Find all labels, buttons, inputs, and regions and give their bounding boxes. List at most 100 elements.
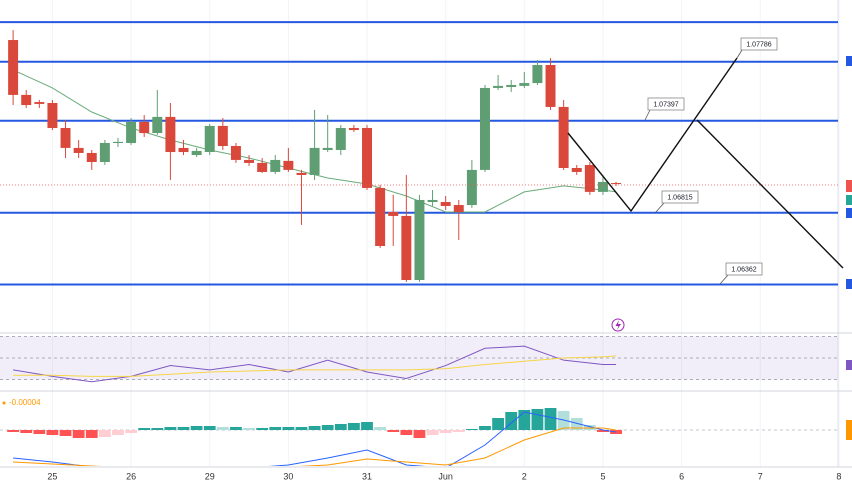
price-tag [846,195,852,205]
callout: 1.06362 [719,262,763,285]
macd-histogram-bar [334,424,347,430]
macd-histogram-bar [85,430,98,438]
macd-histogram-bar [308,426,321,430]
candle-body [165,116,176,153]
rsi-line [13,355,617,377]
candle-body [362,127,372,188]
legend-dot [2,401,6,405]
candle-body [152,116,163,134]
candle-body [466,169,477,206]
x-tick-label: 5 [600,471,605,481]
macd-histogram-bar [256,428,269,430]
candle-body [309,147,320,175]
candle-body [453,205,464,212]
x-tick-label: 7 [758,471,763,481]
candle-body [283,160,294,170]
moving-average [12,69,617,213]
candle-body [388,211,399,216]
x-tick-label: 29 [205,471,215,481]
candle-body [191,150,202,156]
macd-histogram-bar [177,427,190,430]
x-tick-label: 31 [362,471,372,481]
callout: 1.06815 [654,190,699,214]
candle-body [545,65,556,107]
candle-body [112,141,123,144]
macd-histogram-bar [374,427,387,430]
candle-body [217,125,228,147]
candle-body [335,127,346,150]
macd-histogram-bar [492,418,504,430]
macd-histogram-bar [112,430,124,435]
macd-histogram-bar [230,427,242,430]
macd-histogram-bar [216,427,229,430]
candle-body [296,172,307,175]
macd-histogram-bar [72,430,85,438]
macd-histogram-bar [518,410,531,430]
macd-histogram-bar [426,430,439,435]
candle-body [34,102,45,104]
macd-histogram-bar [570,418,583,430]
candle-body [348,127,359,131]
candle-body [270,159,281,172]
candle-body [86,152,97,162]
price-tag [846,208,852,218]
macd-histogram-bar [505,412,518,430]
candle-body [414,199,425,281]
callout-label: 1.06362 [731,266,756,273]
macd-histogram-bar [321,425,334,430]
candle-body [230,146,241,160]
candle-body [506,84,517,88]
candle-body [60,127,71,148]
price-tag [846,360,852,370]
macd-histogram-bar [544,408,557,430]
candle-body [244,159,255,163]
candle-body [558,106,569,169]
callout-label: 1.06815 [667,194,692,201]
macd-histogram-bar [597,430,609,432]
candle-body [597,181,608,192]
macd-histogram-bar [439,430,452,433]
price-tag [846,420,852,440]
macd-histogram-bar [151,428,164,430]
callout: 1.07397 [644,97,685,121]
rsi-line [13,345,617,383]
macd-histogram-bar [20,430,33,433]
macd-histogram-bar [269,427,282,430]
macd-histogram-bar [59,430,72,436]
macd-histogram-bar [413,430,426,438]
x-tick-label: 6 [679,471,684,481]
macd-value-label: -0.00004 [9,398,41,407]
macd-histogram-bar [98,430,111,437]
macd-histogram-bar [531,409,544,430]
rsi-pane [0,335,838,383]
macd-histogram-bar [465,429,478,430]
candle-body [204,125,215,153]
candle-body [440,202,451,206]
macd-histogram-bar [7,430,20,432]
macd-histogram-bar [33,430,46,434]
projection-line [567,57,738,213]
candle-body [47,102,58,128]
candle-body [480,87,490,170]
candle-body [375,187,386,246]
price-tag [846,56,852,66]
macd-histogram-bar [46,430,59,435]
candle-body [611,183,622,185]
event-icon[interactable] [611,318,625,332]
candle-body [21,94,32,106]
candle-body [322,147,333,150]
macd-histogram-bar [203,426,216,430]
macd-histogram-bar [190,426,203,430]
macd-histogram-bar [400,430,413,435]
candle-body [99,143,110,162]
candle-body [493,85,504,88]
macd-histogram-bar [125,430,137,433]
x-tick-label: 8 [836,471,841,481]
macd-histogram-bar [282,427,295,430]
candle-body [427,199,438,203]
x-tick-label: Jun [438,471,453,481]
candle-body [401,215,412,281]
macd-line [13,427,617,466]
macd-histogram-bar [387,430,400,432]
